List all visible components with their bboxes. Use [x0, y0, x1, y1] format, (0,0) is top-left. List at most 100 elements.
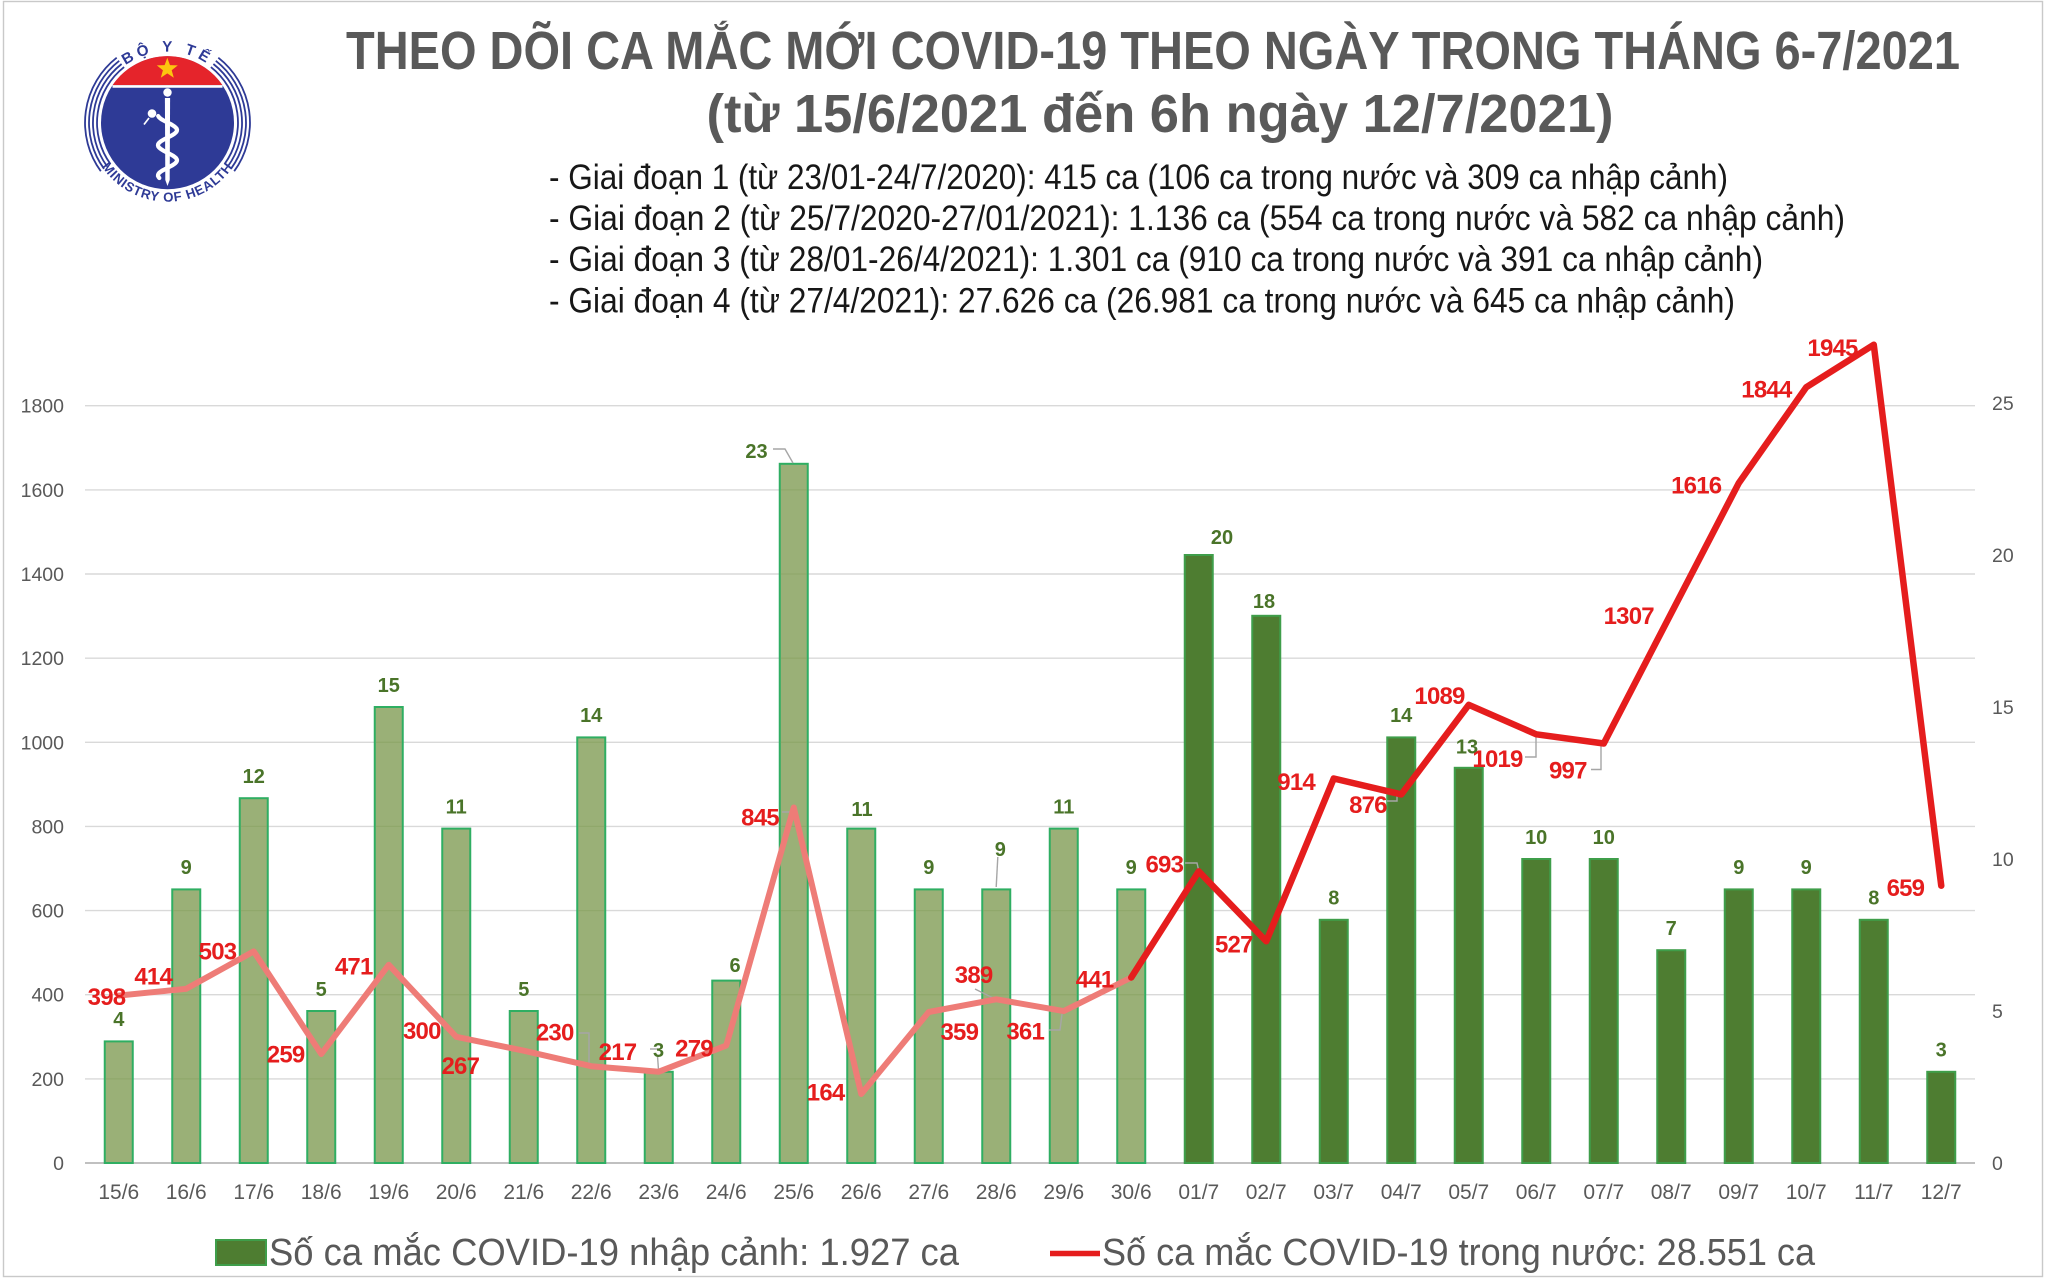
- svg-text:7: 7: [1666, 918, 1677, 940]
- svg-text:0: 0: [1992, 1153, 2003, 1175]
- svg-text:9: 9: [181, 857, 192, 879]
- svg-text:06/7: 06/7: [1516, 1181, 1557, 1204]
- svg-text:1616: 1616: [1671, 473, 1722, 500]
- svg-text:26/6: 26/6: [841, 1181, 882, 1204]
- svg-text:389: 389: [955, 962, 993, 989]
- svg-text:25: 25: [1992, 393, 2014, 415]
- svg-text:20: 20: [1211, 527, 1233, 549]
- svg-text:9: 9: [1126, 857, 1137, 879]
- svg-text:02/7: 02/7: [1246, 1181, 1287, 1204]
- svg-text:800: 800: [31, 816, 64, 838]
- svg-text:267: 267: [441, 1053, 479, 1080]
- svg-text:19/6: 19/6: [368, 1181, 409, 1204]
- svg-text:0: 0: [53, 1153, 64, 1175]
- svg-text:279: 279: [675, 1035, 713, 1062]
- svg-text:11: 11: [446, 796, 467, 818]
- svg-text:164: 164: [807, 1080, 846, 1107]
- svg-text:600: 600: [31, 901, 64, 923]
- svg-text:23: 23: [745, 441, 767, 463]
- svg-text:5: 5: [518, 979, 529, 1001]
- svg-text:876: 876: [1349, 792, 1387, 819]
- svg-text:1844: 1844: [1741, 377, 1793, 404]
- svg-text:11: 11: [1053, 796, 1074, 818]
- svg-text:15: 15: [1992, 697, 2014, 719]
- svg-text:Số ca mắc COVID-19 nhập cảnh:: Số ca mắc COVID-19 nhập cảnh: 1.927 ca: [269, 1231, 960, 1274]
- svg-text:15: 15: [378, 675, 400, 697]
- svg-text:27/6: 27/6: [908, 1181, 949, 1204]
- svg-text:21/6: 21/6: [503, 1181, 544, 1204]
- svg-text:11/7: 11/7: [1854, 1181, 1893, 1204]
- svg-text:441: 441: [1076, 966, 1114, 993]
- svg-text:3: 3: [1936, 1040, 1947, 1062]
- svg-text:11: 11: [851, 799, 872, 821]
- svg-text:997: 997: [1549, 757, 1587, 784]
- svg-text:- Giai đoạn 3 (từ 28/01-26/4/2: - Giai đoạn 3 (từ 28/01-26/4/2021): 1.30…: [549, 240, 1763, 279]
- svg-text:8: 8: [1328, 888, 1339, 910]
- svg-text:25/6: 25/6: [773, 1181, 814, 1204]
- svg-text:5: 5: [316, 979, 327, 1001]
- svg-text:414: 414: [134, 963, 173, 990]
- svg-text:23/6: 23/6: [638, 1181, 679, 1204]
- svg-text:- Giai đoạn 4 (từ 27/4/2021):: - Giai đoạn 4 (từ 27/4/2021): 27.626 ca …: [549, 281, 1735, 320]
- svg-text:- Giai đoạn 2 (từ 25/7/2020-27: - Giai đoạn 2 (từ 25/7/2020-27/01/2021):…: [549, 199, 1845, 238]
- svg-text:1400: 1400: [21, 564, 65, 586]
- svg-text:20/6: 20/6: [436, 1181, 477, 1204]
- svg-text:1200: 1200: [21, 648, 65, 670]
- svg-text:6: 6: [729, 955, 740, 977]
- svg-text:29/6: 29/6: [1043, 1181, 1084, 1204]
- svg-text:9: 9: [1733, 857, 1744, 879]
- svg-text:4: 4: [113, 1009, 125, 1031]
- svg-text:8: 8: [1868, 888, 1879, 910]
- svg-text:14: 14: [580, 705, 603, 727]
- svg-text:659: 659: [1887, 875, 1925, 902]
- svg-text:- Giai đoạn 1 (từ 23/01-24/7/2: - Giai đoạn 1 (từ 23/01-24/7/2020): 415 …: [549, 158, 1728, 197]
- svg-text:22/6: 22/6: [571, 1181, 612, 1204]
- svg-text:20: 20: [1992, 545, 2014, 567]
- svg-text:361: 361: [1006, 1019, 1044, 1046]
- svg-text:12: 12: [243, 766, 265, 788]
- svg-text:03/7: 03/7: [1313, 1181, 1354, 1204]
- svg-text:1945: 1945: [1807, 335, 1858, 362]
- svg-text:400: 400: [31, 985, 64, 1007]
- svg-text:13: 13: [1456, 736, 1478, 758]
- svg-text:28/6: 28/6: [976, 1181, 1017, 1204]
- svg-text:9: 9: [923, 857, 934, 879]
- svg-text:200: 200: [31, 1069, 64, 1091]
- svg-text:14: 14: [1390, 705, 1413, 727]
- svg-text:07/7: 07/7: [1583, 1181, 1624, 1204]
- svg-text:5: 5: [1992, 1001, 2003, 1023]
- svg-text:300: 300: [403, 1018, 441, 1045]
- svg-text:9: 9: [1801, 857, 1812, 879]
- svg-text:359: 359: [940, 1019, 978, 1046]
- svg-text:1000: 1000: [21, 732, 65, 754]
- svg-text:24/6: 24/6: [706, 1181, 747, 1204]
- svg-text:527: 527: [1215, 931, 1253, 958]
- svg-text:08/7: 08/7: [1651, 1181, 1692, 1204]
- svg-text:17/6: 17/6: [233, 1181, 274, 1204]
- svg-text:845: 845: [741, 805, 779, 832]
- svg-text:914: 914: [1277, 769, 1316, 796]
- svg-text:04/7: 04/7: [1381, 1181, 1422, 1204]
- svg-text:10: 10: [1992, 849, 2014, 871]
- svg-text:12/7: 12/7: [1921, 1181, 1962, 1204]
- svg-text:398: 398: [88, 984, 126, 1011]
- svg-text:18: 18: [1253, 591, 1275, 613]
- svg-text:Số ca mắc COVID-19 trong nước:: Số ca mắc COVID-19 trong nước: 28.551 ca: [1102, 1231, 1816, 1274]
- svg-text:503: 503: [199, 939, 237, 966]
- svg-text:1019: 1019: [1472, 746, 1523, 773]
- svg-text:1307: 1307: [1604, 603, 1655, 630]
- svg-text:1089: 1089: [1414, 683, 1465, 710]
- svg-text:(từ 15/6/2021 đến 6h ngày 12/7: (từ 15/6/2021 đến 6h ngày 12/7/2021): [707, 84, 1614, 144]
- svg-text:30/6: 30/6: [1111, 1181, 1152, 1204]
- svg-text:471: 471: [335, 953, 373, 980]
- svg-text:1600: 1600: [21, 480, 65, 502]
- svg-text:693: 693: [1145, 851, 1183, 878]
- svg-text:THEO DÕI CA MẮC MỚI COVID-19 T: THEO DÕI CA MẮC MỚI COVID-19 THEO NGÀY T…: [346, 20, 1960, 81]
- svg-text:01/7: 01/7: [1178, 1181, 1219, 1204]
- svg-text:05/7: 05/7: [1448, 1181, 1489, 1204]
- svg-text:1800: 1800: [21, 396, 65, 418]
- svg-text:16/6: 16/6: [166, 1181, 207, 1204]
- svg-text:10: 10: [1525, 827, 1547, 849]
- svg-text:10/7: 10/7: [1786, 1181, 1827, 1204]
- svg-text:9: 9: [995, 839, 1006, 861]
